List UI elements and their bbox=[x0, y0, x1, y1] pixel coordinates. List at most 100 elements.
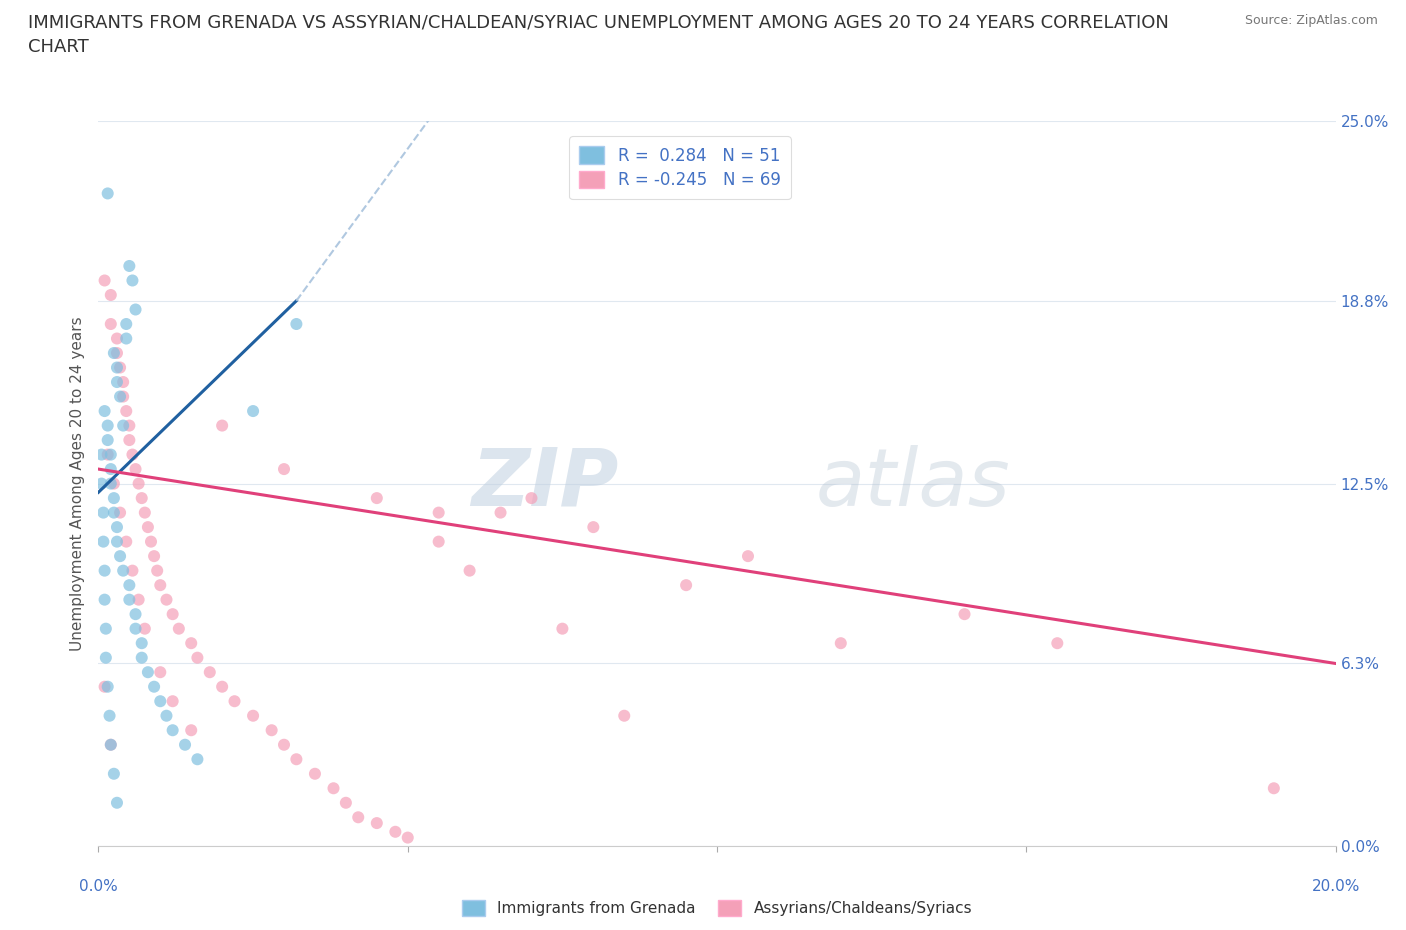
Point bbox=[186, 650, 208, 665]
Point bbox=[112, 418, 135, 433]
Point bbox=[174, 737, 197, 752]
Point bbox=[136, 520, 159, 535]
Point bbox=[105, 520, 128, 535]
Point bbox=[115, 404, 138, 418]
Point bbox=[260, 723, 283, 737]
Point bbox=[97, 432, 120, 447]
Point bbox=[97, 679, 120, 694]
Point bbox=[108, 549, 131, 564]
Point bbox=[285, 751, 308, 766]
Point bbox=[155, 709, 177, 724]
Point bbox=[143, 679, 166, 694]
Point bbox=[134, 621, 156, 636]
Point bbox=[124, 621, 146, 636]
Point bbox=[242, 404, 264, 418]
Point bbox=[134, 505, 156, 520]
Point bbox=[551, 621, 574, 636]
Point bbox=[100, 461, 122, 476]
Y-axis label: Unemployment Among Ages 20 to 24 years: Unemployment Among Ages 20 to 24 years bbox=[70, 316, 86, 651]
Point bbox=[124, 461, 146, 476]
Point bbox=[384, 824, 406, 839]
Point bbox=[458, 564, 481, 578]
Point bbox=[124, 606, 146, 621]
Point bbox=[139, 534, 162, 549]
Point bbox=[105, 360, 128, 375]
Point bbox=[131, 491, 153, 506]
Text: 0.0%: 0.0% bbox=[79, 879, 118, 894]
Point bbox=[103, 766, 125, 781]
Point bbox=[118, 592, 141, 607]
Point bbox=[121, 273, 143, 288]
Point bbox=[427, 505, 450, 520]
Point bbox=[98, 709, 121, 724]
Point bbox=[100, 447, 122, 462]
Point bbox=[489, 505, 512, 520]
Point bbox=[108, 505, 131, 520]
Point bbox=[103, 505, 125, 520]
Point bbox=[143, 549, 166, 564]
Point bbox=[162, 723, 184, 737]
Point bbox=[131, 650, 153, 665]
Point bbox=[108, 360, 131, 375]
Point bbox=[180, 636, 202, 651]
Point bbox=[136, 665, 159, 680]
Text: atlas: atlas bbox=[815, 445, 1011, 523]
Point bbox=[366, 491, 388, 506]
Point bbox=[108, 389, 131, 404]
Point bbox=[322, 781, 344, 796]
Point bbox=[112, 375, 135, 390]
Point bbox=[93, 273, 115, 288]
Point bbox=[198, 665, 221, 680]
Point bbox=[93, 404, 115, 418]
Point bbox=[103, 346, 125, 361]
Point bbox=[93, 534, 115, 549]
Point bbox=[93, 505, 115, 520]
Point bbox=[953, 606, 976, 621]
Point bbox=[105, 331, 128, 346]
Point bbox=[224, 694, 246, 709]
Point bbox=[149, 694, 172, 709]
Point bbox=[118, 259, 141, 273]
Text: Source: ZipAtlas.com: Source: ZipAtlas.com bbox=[1244, 14, 1378, 27]
Point bbox=[146, 564, 169, 578]
Point bbox=[128, 592, 150, 607]
Point bbox=[427, 534, 450, 549]
Point bbox=[118, 578, 141, 592]
Point bbox=[97, 186, 120, 201]
Point bbox=[100, 287, 122, 302]
Point bbox=[211, 418, 233, 433]
Point bbox=[128, 476, 150, 491]
Point bbox=[396, 830, 419, 845]
Point bbox=[115, 331, 138, 346]
Point bbox=[112, 564, 135, 578]
Point bbox=[100, 737, 122, 752]
Point bbox=[93, 592, 115, 607]
Point bbox=[93, 679, 115, 694]
Point bbox=[737, 549, 759, 564]
Point bbox=[582, 520, 605, 535]
Point bbox=[273, 737, 295, 752]
Point bbox=[162, 694, 184, 709]
Point bbox=[366, 816, 388, 830]
Text: 20.0%: 20.0% bbox=[1312, 879, 1360, 894]
Point bbox=[167, 621, 190, 636]
Text: IMMIGRANTS FROM GRENADA VS ASSYRIAN/CHALDEAN/SYRIAC UNEMPLOYMENT AMONG AGES 20 T: IMMIGRANTS FROM GRENADA VS ASSYRIAN/CHAL… bbox=[28, 14, 1168, 56]
Legend: Immigrants from Grenada, Assyrians/Chaldeans/Syriacs: Immigrants from Grenada, Assyrians/Chald… bbox=[456, 894, 979, 922]
Point bbox=[273, 461, 295, 476]
Point bbox=[1263, 781, 1285, 796]
Point bbox=[186, 751, 208, 766]
Point bbox=[347, 810, 370, 825]
Point bbox=[520, 491, 543, 506]
Point bbox=[155, 592, 177, 607]
Point bbox=[105, 795, 128, 810]
Point bbox=[335, 795, 357, 810]
Point bbox=[90, 476, 112, 491]
Point bbox=[97, 447, 120, 462]
Point bbox=[115, 534, 138, 549]
Point bbox=[211, 679, 233, 694]
Point bbox=[149, 665, 172, 680]
Point bbox=[121, 564, 143, 578]
Point bbox=[115, 316, 138, 331]
Point bbox=[1046, 636, 1069, 651]
Point bbox=[100, 316, 122, 331]
